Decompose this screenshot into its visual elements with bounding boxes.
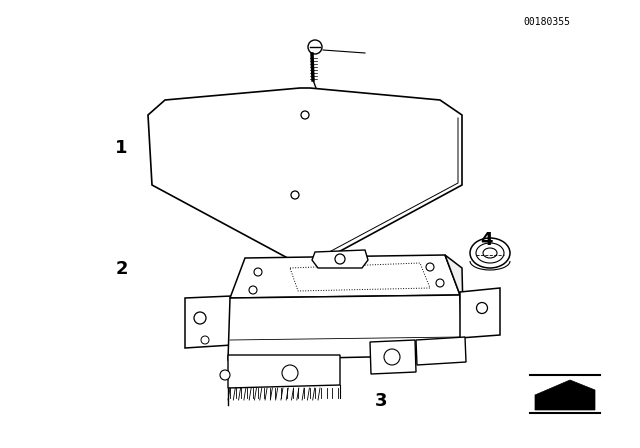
Text: 00180355: 00180355 <box>524 17 571 26</box>
Polygon shape <box>230 255 460 298</box>
Circle shape <box>220 370 230 380</box>
Circle shape <box>249 286 257 294</box>
Polygon shape <box>185 296 232 348</box>
Circle shape <box>308 40 322 54</box>
Polygon shape <box>228 295 462 360</box>
Circle shape <box>201 336 209 344</box>
Polygon shape <box>312 250 368 268</box>
Polygon shape <box>460 288 500 338</box>
Circle shape <box>335 254 345 264</box>
Text: 3: 3 <box>374 392 387 410</box>
Polygon shape <box>445 255 464 355</box>
Circle shape <box>384 349 400 365</box>
Circle shape <box>254 268 262 276</box>
Polygon shape <box>535 380 595 410</box>
Circle shape <box>477 302 488 314</box>
Polygon shape <box>370 340 416 374</box>
Circle shape <box>291 191 299 199</box>
Circle shape <box>282 365 298 381</box>
Polygon shape <box>148 88 462 262</box>
Polygon shape <box>416 337 466 365</box>
Circle shape <box>426 263 434 271</box>
Text: 2: 2 <box>115 260 128 278</box>
Circle shape <box>301 111 309 119</box>
Circle shape <box>436 279 444 287</box>
Polygon shape <box>228 355 340 388</box>
Circle shape <box>194 312 206 324</box>
Text: 1: 1 <box>115 139 128 157</box>
Text: 4: 4 <box>480 231 493 249</box>
